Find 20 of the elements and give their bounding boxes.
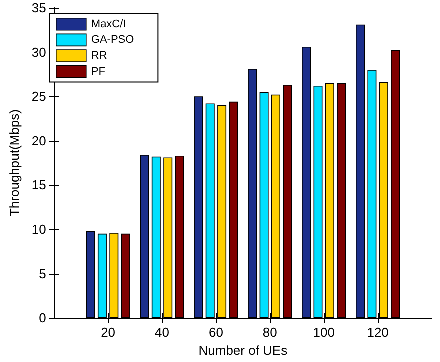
x-tick-label: 100 — [313, 325, 335, 340]
y-tick-label: 25 — [32, 89, 46, 104]
legend-label: GA-PSO — [91, 34, 135, 46]
y-tick-label: 0 — [39, 310, 46, 326]
y-tick-label: 30 — [32, 44, 46, 60]
legend-label: PF — [91, 66, 106, 78]
legend-label: MaxC/I — [91, 18, 126, 30]
x-tick-label: 120 — [367, 325, 389, 340]
x-tick-label: 40 — [155, 325, 170, 340]
y-axis-title: Throughput(Mbps) — [7, 110, 22, 217]
y-tick-label: 35 — [32, 0, 46, 16]
x-tick-label: 80 — [262, 325, 278, 340]
x-tick-label: 60 — [208, 325, 224, 340]
x-tick-label: 20 — [101, 325, 116, 340]
y-tick-label: 15 — [32, 178, 46, 193]
x-axis-title: Number of UEs — [198, 343, 288, 358]
y-tick-label: 5 — [39, 266, 46, 282]
y-tick-label: 10 — [32, 222, 46, 237]
y-tick-label: 20 — [32, 133, 46, 148]
legend-label: RR — [91, 50, 108, 62]
